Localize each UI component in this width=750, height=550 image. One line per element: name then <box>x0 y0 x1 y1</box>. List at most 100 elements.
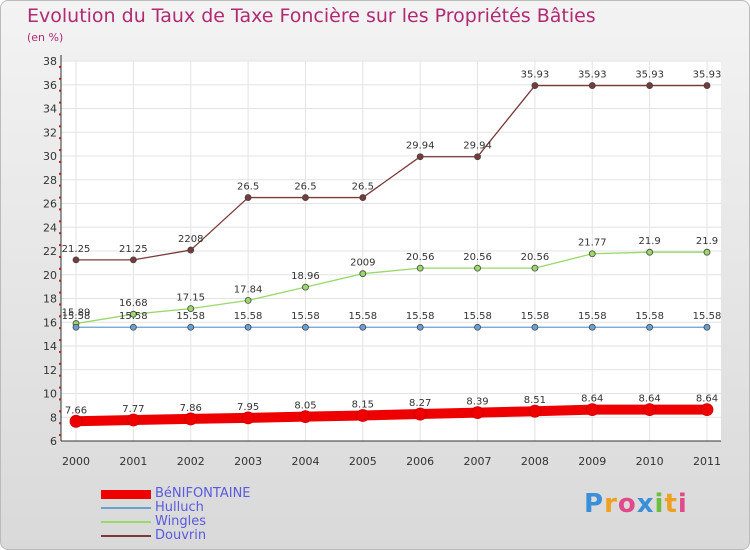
legend-swatch <box>101 521 151 523</box>
data-label: 8.64 <box>696 394 718 405</box>
legend-item: Douvrin <box>101 529 251 543</box>
y-tick-label: 14 <box>43 340 57 353</box>
data-label: 26.5 <box>294 182 316 193</box>
y-minor-tick <box>59 327 61 330</box>
data-label: 15.58 <box>635 311 664 322</box>
series-0 <box>69 403 714 428</box>
y-minor-tick <box>59 303 61 306</box>
y-minor-tick <box>59 386 61 389</box>
data-point <box>528 404 542 418</box>
data-label: 15.58 <box>119 311 148 322</box>
legend-swatch <box>101 507 151 509</box>
data-label: 15.89 <box>62 308 91 319</box>
data-point <box>416 153 424 161</box>
data-point <box>703 82 711 89</box>
data-label: 20.56 <box>463 252 492 263</box>
series-line <box>75 84 708 261</box>
proxiti-logo: Proxiti <box>584 489 688 519</box>
data-point <box>416 264 424 272</box>
y-minor-tick <box>59 267 61 270</box>
data-point <box>643 403 657 417</box>
data-point <box>646 323 654 331</box>
data-label: 15.58 <box>521 311 550 322</box>
series-3 <box>72 82 711 264</box>
legend-swatch <box>101 535 151 537</box>
legend-item: BéNIFONTAINE <box>101 487 251 501</box>
data-point <box>129 256 137 264</box>
data-label: 8.27 <box>409 398 431 409</box>
data-point <box>129 310 137 318</box>
data-point <box>126 413 140 427</box>
series-1 <box>72 323 711 331</box>
data-label: 7.86 <box>180 403 202 414</box>
data-point <box>588 250 596 258</box>
data-label: 2208 <box>178 234 203 245</box>
y-tick-label: 28 <box>43 174 57 187</box>
y-tick-label: 6 <box>50 435 57 448</box>
data-label: 21.9 <box>696 236 718 247</box>
y-minor-tick <box>59 422 61 425</box>
data-point <box>413 407 427 421</box>
data-label: 20.56 <box>521 252 550 263</box>
data-label: 8.39 <box>466 397 488 408</box>
data-point <box>703 248 711 256</box>
data-label: 8.51 <box>524 395 546 406</box>
data-point <box>359 270 367 278</box>
y-minor-tick <box>59 137 61 140</box>
data-label: 7.95 <box>237 402 259 413</box>
chart-legend: BéNIFONTAINE Hulluch Wingles Douvrin <box>101 487 251 543</box>
y-tick-label: 24 <box>43 221 57 234</box>
data-label: 7.77 <box>122 404 144 415</box>
y-minor-tick <box>59 410 61 413</box>
data-label: 21.25 <box>119 244 148 255</box>
data-label: 15.58 <box>348 311 377 322</box>
data-point <box>703 323 711 331</box>
y-minor-tick <box>59 160 61 163</box>
y-tick-label: 22 <box>43 245 57 258</box>
data-point <box>531 264 539 272</box>
y-minor-tick <box>59 184 61 187</box>
x-tick-label: 2011 <box>693 455 721 468</box>
data-label: 29.94 <box>463 141 492 152</box>
data-label: 16.68 <box>119 298 148 309</box>
data-label: 26.5 <box>237 182 259 193</box>
data-point <box>531 82 539 89</box>
data-label: 35.93 <box>578 70 607 81</box>
y-minor-tick <box>59 65 61 68</box>
data-point <box>356 409 370 422</box>
data-point <box>302 323 309 331</box>
data-label: 29.94 <box>406 141 435 152</box>
data-label: 18.96 <box>291 271 320 282</box>
y-minor-tick <box>59 89 61 92</box>
y-minor-tick <box>59 232 61 235</box>
data-label: 21.9 <box>639 236 661 247</box>
legend-item: Wingles <box>101 515 251 529</box>
data-label: 8.64 <box>639 394 661 405</box>
y-minor-tick <box>59 374 61 377</box>
y-tick-label: 32 <box>43 126 57 139</box>
data-label: 15.58 <box>406 311 435 322</box>
data-point <box>302 194 309 201</box>
y-tick-label: 18 <box>43 293 57 306</box>
x-tick-label: 2010 <box>636 455 664 468</box>
legend-item: Hulluch <box>101 501 251 515</box>
data-label: 17.15 <box>176 293 205 304</box>
x-tick-label: 2008 <box>521 455 549 468</box>
x-tick-label: 2001 <box>119 455 147 468</box>
data-point <box>416 323 424 331</box>
data-point <box>72 323 80 331</box>
data-label: 15.58 <box>578 311 607 322</box>
data-label: 17.84 <box>234 284 263 295</box>
data-label: 15.58 <box>176 311 205 322</box>
y-minor-tick <box>59 220 61 223</box>
y-tick-label: 26 <box>43 198 57 211</box>
x-tick-label: 2002 <box>177 455 205 468</box>
data-point <box>588 323 596 331</box>
chart-title: Evolution du Taux de Taxe Foncière sur l… <box>27 5 596 27</box>
series-line <box>71 404 712 427</box>
x-tick-label: 2000 <box>62 455 90 468</box>
data-point <box>474 153 481 161</box>
data-point <box>531 323 539 331</box>
x-tick-label: 2004 <box>291 455 319 468</box>
